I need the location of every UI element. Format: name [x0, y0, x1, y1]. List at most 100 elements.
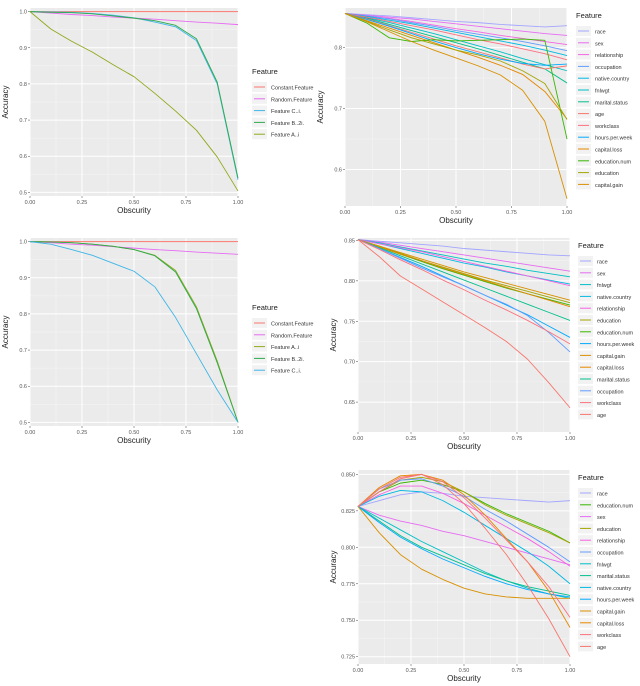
- legend-label: relationship: [595, 53, 623, 59]
- x-tick-label: 1.00: [565, 668, 576, 674]
- legend-label: capital.gain: [597, 354, 625, 360]
- legend-item: marital.status: [578, 374, 630, 384]
- x-tick-label: 1.00: [565, 436, 576, 442]
- legend-item: education.num: [578, 499, 633, 510]
- y-tick-label: 0.6: [334, 167, 342, 173]
- legend-item: education.num: [576, 155, 631, 166]
- legend-label: capital.gain: [597, 610, 625, 616]
- legend-item: Random.Feature: [252, 93, 312, 104]
- x-tick-label: 0.75: [506, 210, 517, 216]
- series-line-marital-status: [357, 239, 571, 321]
- series-line-hours-per-week: [357, 506, 571, 598]
- y-axis-title: Accuracy: [329, 551, 338, 584]
- legend-item: capital.gain: [578, 350, 625, 361]
- x-axis-title: Obscurity: [447, 442, 481, 451]
- legend-label: marital.status: [597, 574, 630, 580]
- legend-item: relationship: [578, 535, 625, 546]
- y-tick-label: 0.8: [19, 82, 27, 88]
- x-tick-label: 1.00: [233, 200, 244, 206]
- series-lines: [344, 13, 568, 199]
- series-lines: [29, 11, 239, 192]
- series-lines: [357, 239, 571, 409]
- legend-label: Random.Feature: [271, 97, 312, 103]
- x-axis-title: Obscurity: [117, 206, 151, 215]
- x-tick-label: 0.50: [459, 436, 470, 442]
- x-axis-title: Obscurity: [439, 216, 473, 225]
- legend-item: marital.status: [576, 96, 628, 107]
- legend-title: Feature: [252, 67, 278, 76]
- x-tick-label: 0.00: [353, 436, 364, 442]
- legend-label: fnlwgt: [597, 283, 612, 289]
- legend-label: education.num: [597, 330, 633, 336]
- series-line-age: [344, 13, 568, 70]
- legend-label: workclass: [594, 124, 619, 130]
- legend-item: education: [576, 167, 619, 178]
- legend-label: fnlwgt: [595, 89, 610, 95]
- series-line-feature-b-2i-: [29, 11, 239, 179]
- legend-label: Feature B..2i.: [271, 121, 304, 127]
- legend-item: education: [578, 315, 621, 325]
- legend-label: education.num: [597, 503, 633, 509]
- y-tick-label: 0.775: [341, 582, 355, 588]
- y-tick-label: 0.725: [341, 655, 355, 661]
- series-line-fnlwgt: [357, 506, 571, 599]
- legend-label: race: [597, 260, 608, 266]
- legend: Feature Constant.Feature Random.Feature Fea…: [252, 67, 314, 140]
- legend-label: capital.loss: [597, 366, 624, 372]
- chart-panel-4: 0.00 0.25 0.50 0.75 1.00 0.65 0.70 0.75 0.80 0.85…: [329, 238, 635, 451]
- series-lines: [29, 241, 239, 423]
- x-tick-label: 0.75: [181, 430, 192, 436]
- y-tick-label: 0.850: [341, 472, 355, 478]
- legend-title: Feature: [252, 303, 278, 312]
- legend-label: Feature C..i.: [271, 369, 302, 375]
- y-tick-label: 0.800: [341, 545, 355, 551]
- legend-item: education.num: [578, 326, 633, 337]
- legend-title: Feature: [576, 11, 602, 20]
- legend-label: sex: [597, 271, 606, 277]
- legend-item: Feature C..i.: [252, 365, 302, 376]
- y-tick-label: 0.8: [334, 46, 342, 52]
- legend-item: marital.status: [578, 570, 630, 581]
- y-tick-label: 0.6: [19, 384, 27, 390]
- legend-label: native.country: [597, 295, 631, 301]
- y-axis-title: Accuracy: [1, 316, 10, 349]
- series-line-hours-per-week: [344, 13, 568, 66]
- legend-item: occupation: [576, 61, 622, 72]
- x-tick-label: 1.00: [562, 210, 573, 216]
- legend-label: fnlwgt: [597, 562, 612, 568]
- legend-label: Constant.Feature: [271, 322, 314, 328]
- series-line-occupation: [357, 239, 571, 353]
- y-tick-label: 0.70: [344, 360, 355, 366]
- legend-label: education.num: [595, 159, 631, 165]
- legend-label: workclass: [596, 401, 621, 407]
- chart-panel-1: 0.00 0.25 0.50 0.75 1.00 0.5 0.6 0.7 0.8 0.9 1.0 Ob…: [1, 8, 314, 215]
- x-tick-label: 0.50: [459, 668, 470, 674]
- legend-item: capital.loss: [576, 144, 622, 154]
- y-tick-label: 0.7: [334, 107, 342, 113]
- x-axis-title: Obscurity: [447, 674, 481, 683]
- series-line-race: [344, 13, 568, 28]
- y-tick-label: 0.75: [344, 319, 355, 325]
- legend-label: Feature A..i: [271, 133, 299, 139]
- y-tick-label: 0.825: [341, 509, 355, 515]
- series-line-feature-c-i-: [29, 241, 239, 423]
- x-tick-label: 0.00: [340, 210, 351, 216]
- legend-title: Feature: [578, 241, 604, 250]
- legend-item: Feature A..i: [252, 129, 299, 140]
- legend-item: Feature B..2i.: [252, 117, 304, 128]
- y-tick-label: 0.85: [344, 238, 355, 244]
- legend-item: Constant.Feature: [252, 82, 314, 92]
- y-axis-title: Accuracy: [1, 86, 10, 119]
- series-line-workclass: [344, 13, 568, 61]
- legend-label: occupation: [595, 65, 622, 71]
- legend-item: native.country: [576, 73, 629, 84]
- legend-item: capital.gain: [576, 179, 623, 190]
- x-tick-label: 0.50: [451, 210, 462, 216]
- legend-label: relationship: [597, 539, 625, 545]
- x-tick-label: 0.25: [77, 430, 88, 436]
- y-tick-label: 0.7: [19, 348, 27, 354]
- series-line-native-country: [344, 13, 568, 56]
- series-line-race: [357, 239, 571, 257]
- legend-label: sex: [595, 41, 604, 47]
- legend-label: capital.loss: [595, 148, 622, 154]
